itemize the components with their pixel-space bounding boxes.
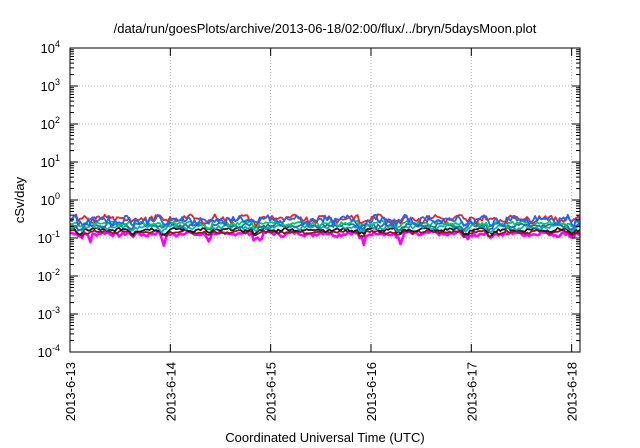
y-tick-labels: 10-4 10-3 10-2 10-1 100 101 102 103 104 (38, 39, 60, 360)
axis-ticks (69, 47, 580, 353)
x-tick-labels: 2013-6-13 2013-6-14 2013-6-15 2013-6-16 2013… (63, 362, 580, 421)
x-tick-label: 2013-6-15 (264, 362, 279, 421)
x-tick-label: 2013-6-13 (63, 362, 78, 421)
y-tick-label: 10-3 (38, 305, 60, 322)
y-axis-label: cSv/day (12, 176, 27, 223)
series-line (69, 219, 581, 230)
series-line (69, 213, 581, 230)
x-tick-label: 2013-6-17 (464, 362, 479, 421)
series-line (69, 226, 581, 236)
y-tick-label: 103 (41, 77, 60, 94)
x-tick-label: 2013-6-16 (364, 362, 379, 421)
grid-lines (70, 48, 580, 352)
y-tick-label: 101 (41, 153, 60, 170)
x-tick-label: 2013-6-18 (565, 362, 580, 421)
x-axis-label: Coordinated Universal Time (UTC) (225, 430, 424, 445)
y-tick-label: 10-1 (38, 229, 60, 246)
y-tick-label: 104 (41, 39, 60, 56)
chart-title: /data/run/goesPlots/archive/2013-06-18/0… (114, 21, 537, 36)
y-tick-label: 10-2 (38, 267, 60, 284)
y-tick-label: 102 (41, 115, 60, 132)
series-line (69, 229, 581, 247)
y-tick-label: 10-4 (38, 343, 60, 360)
data-series (69, 213, 581, 247)
x-tick-label: 2013-6-14 (163, 362, 178, 421)
y-tick-label: 100 (41, 191, 60, 208)
